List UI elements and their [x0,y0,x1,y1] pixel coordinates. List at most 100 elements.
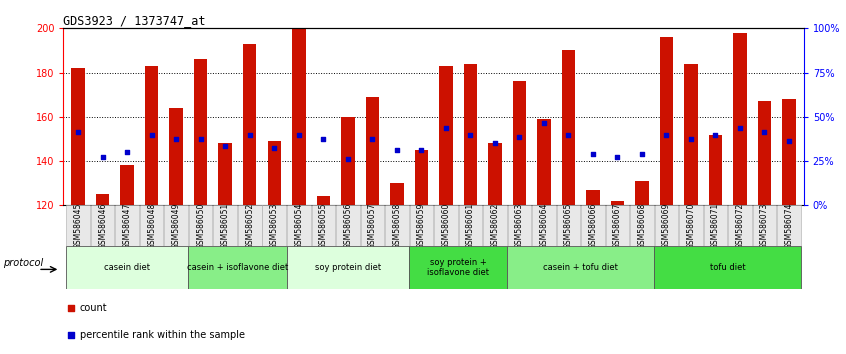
Point [71,130,85,135]
Bar [758,101,772,205]
Point [64,305,78,311]
Text: GSM586054: GSM586054 [294,202,303,249]
FancyBboxPatch shape [581,205,605,246]
Text: soy protein +
isoflavone diet: soy protein + isoflavone diet [427,258,489,277]
Text: GSM586070: GSM586070 [686,202,695,249]
Text: GSM586064: GSM586064 [540,202,548,249]
FancyBboxPatch shape [728,205,752,246]
FancyBboxPatch shape [409,205,433,246]
Bar [96,194,109,205]
Point [562,132,575,137]
Bar [611,201,624,205]
Bar [513,81,526,205]
Point [341,156,354,162]
Point [415,147,428,153]
FancyBboxPatch shape [777,205,801,246]
Bar [684,64,698,205]
Bar [243,44,256,205]
Point [169,136,183,142]
Point [758,130,772,135]
FancyBboxPatch shape [287,205,310,246]
FancyBboxPatch shape [360,205,384,246]
Point [783,138,796,144]
Bar [169,108,183,205]
Bar [783,99,796,205]
FancyBboxPatch shape [679,205,703,246]
FancyBboxPatch shape [311,205,335,246]
FancyBboxPatch shape [189,205,212,246]
FancyBboxPatch shape [409,246,507,289]
FancyBboxPatch shape [262,205,286,246]
Bar [267,141,281,205]
Bar [488,143,502,205]
Text: GDS3923 / 1373747_at: GDS3923 / 1373747_at [63,14,206,27]
Text: percentile rank within the sample: percentile rank within the sample [80,330,244,340]
Text: casein diet: casein diet [104,263,151,272]
FancyBboxPatch shape [655,205,678,246]
Bar [635,181,649,205]
Bar [341,117,354,205]
Point [64,332,78,338]
Bar [194,59,207,205]
Bar [365,97,379,205]
FancyBboxPatch shape [606,205,629,246]
Text: GSM586053: GSM586053 [270,202,278,249]
FancyBboxPatch shape [434,205,458,246]
Bar [586,190,600,205]
FancyBboxPatch shape [654,246,801,289]
Point [267,145,281,150]
Point [96,154,109,159]
Bar [145,66,158,205]
Text: soy protein diet: soy protein diet [315,263,381,272]
Text: GSM586055: GSM586055 [319,202,327,249]
Point [660,132,673,137]
FancyBboxPatch shape [532,205,556,246]
Text: GSM586066: GSM586066 [589,202,597,249]
Text: GSM586074: GSM586074 [784,202,794,249]
FancyBboxPatch shape [91,205,114,246]
Text: GSM586068: GSM586068 [637,202,646,249]
Point [292,132,305,137]
Text: GSM586050: GSM586050 [196,202,206,249]
Bar [390,183,404,205]
FancyBboxPatch shape [66,246,189,289]
Text: GSM586058: GSM586058 [393,202,401,249]
Point [709,132,722,137]
Text: GSM586071: GSM586071 [711,202,720,249]
Point [120,149,134,155]
Text: GSM586072: GSM586072 [735,202,744,249]
Text: count: count [80,303,107,313]
Point [611,154,624,159]
FancyBboxPatch shape [115,205,139,246]
Bar [537,119,551,205]
FancyBboxPatch shape [507,246,654,289]
Text: GSM586065: GSM586065 [564,202,573,249]
FancyBboxPatch shape [385,205,409,246]
Text: GSM586045: GSM586045 [74,202,83,249]
FancyBboxPatch shape [630,205,654,246]
Point [464,132,477,137]
Point [488,141,502,146]
Text: GSM586056: GSM586056 [343,202,352,249]
Point [537,121,551,126]
FancyBboxPatch shape [287,246,409,289]
Point [439,125,453,131]
Bar [439,66,453,205]
Point [733,125,747,131]
Text: GSM586047: GSM586047 [123,202,132,249]
Text: GSM586062: GSM586062 [491,202,499,249]
Text: GSM586069: GSM586069 [662,202,671,249]
FancyBboxPatch shape [164,205,188,246]
Text: GSM586059: GSM586059 [417,202,426,249]
FancyBboxPatch shape [189,246,287,289]
Bar [316,196,330,205]
Text: GSM586052: GSM586052 [245,202,255,249]
FancyBboxPatch shape [66,205,90,246]
FancyBboxPatch shape [140,205,163,246]
Bar [120,165,134,205]
Point [194,136,207,142]
FancyBboxPatch shape [508,205,531,246]
Bar [415,150,428,205]
Text: casein + isoflavone diet: casein + isoflavone diet [187,263,288,272]
FancyBboxPatch shape [336,205,360,246]
